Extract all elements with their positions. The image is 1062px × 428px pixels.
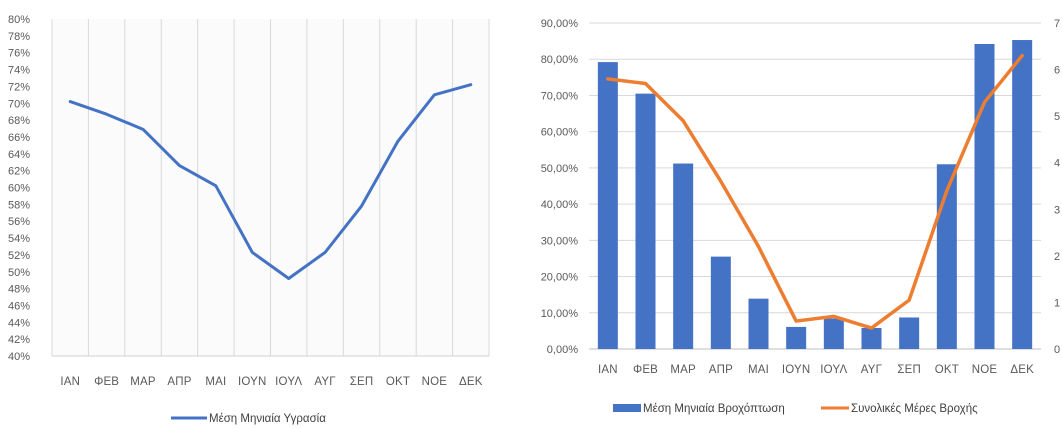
y-tick-label: 56% <box>8 216 30 228</box>
y-tick-label: 50,00% <box>541 163 579 175</box>
y-tick-label: 70,00% <box>541 90 579 102</box>
y-tick-label: 78% <box>8 31 30 43</box>
x-tick-label: ΙΟΥΝ <box>238 376 267 388</box>
x-tick-label: ΑΥΓ <box>861 364 883 376</box>
x-tick-label: ΟΚΤ <box>386 376 410 388</box>
y-tick-label: 60% <box>8 183 30 195</box>
y-tick-label: 52% <box>8 250 30 262</box>
rainfall-chart: 90,00%80,00%70,00%60,00%50,00%40,00%30,0… <box>541 18 1060 415</box>
y-tick-label: 40% <box>8 351 30 363</box>
bar <box>748 298 769 349</box>
y-tick-label: 20,00% <box>541 272 579 284</box>
y-tick-label: 90,00% <box>541 18 579 30</box>
x-tick-label: ΦΕΒ <box>94 376 119 388</box>
y2-tick-label: 3 <box>1054 204 1060 216</box>
y-tick-label: 58% <box>8 199 30 211</box>
y-tick-label: 30,00% <box>541 235 579 247</box>
x-tick-label: ΜΑΙ <box>748 364 769 376</box>
bar <box>635 93 656 349</box>
x-tick-label: ΑΥΓ <box>314 376 336 388</box>
x-tick-label: ΣΕΠ <box>350 376 374 388</box>
legend-swatch-rainfall <box>613 404 641 412</box>
y-tick-label: 54% <box>8 233 30 245</box>
x-tick-label: ΟΚΤ <box>935 364 959 376</box>
y-tick-label: 0,00% <box>547 344 578 356</box>
y-tick-label: 74% <box>8 65 30 77</box>
y-tick-label: 60,00% <box>541 127 579 139</box>
bar <box>673 163 694 349</box>
legend-label-rainfall: Μέση Μηνιαία Βροχόπτωση <box>643 403 785 415</box>
x-tick-label: ΙΑΝ <box>60 376 80 388</box>
y-tick-label: 68% <box>8 115 30 127</box>
x-tick-label: ΙΑΝ <box>598 364 618 376</box>
x-tick-label: ΙΟΥΝ <box>782 364 811 376</box>
y-tick-label: 80% <box>8 14 30 26</box>
y-tick-label: 70% <box>8 98 30 110</box>
y2-tick-label: 4 <box>1054 158 1060 170</box>
x-tick-label: ΝΟΕ <box>422 376 448 388</box>
x-tick-label: ΑΠΡ <box>709 364 733 376</box>
x-tick-label: ΙΟΥΛ <box>275 376 302 388</box>
y-tick-label: 10,00% <box>541 308 579 320</box>
bar <box>861 327 882 349</box>
y2-tick-label: 6 <box>1054 65 1060 77</box>
y2-tick-label: 5 <box>1054 111 1060 123</box>
humidity-chart: 80% 78% 76% 74% 72% 70% 68% 66% 64% 62% 60% 58% 56% 5… <box>8 14 490 425</box>
bar <box>1012 40 1033 349</box>
x-tick-label: ΦΕΒ <box>633 364 658 376</box>
y2-tick-label: 7 <box>1054 18 1060 30</box>
x-tick-label: ΣΕΠ <box>897 364 921 376</box>
y-tick-label: 42% <box>8 334 30 346</box>
x-tick-label: ΔΕΚ <box>1010 364 1034 376</box>
x-tick-label: ΜΑΡ <box>130 376 156 388</box>
bar <box>899 317 920 349</box>
bar <box>823 318 844 349</box>
y2-tick-label: 1 <box>1054 297 1060 309</box>
y-tick-label: 46% <box>8 300 30 312</box>
legend-label-humidity: Μέση Μηνιαία Υγρασία <box>209 413 326 425</box>
x-tick-label: ΙΟΥΛ <box>820 364 847 376</box>
y-tick-label: 62% <box>8 166 30 178</box>
y-tick-label: 66% <box>8 132 30 144</box>
x-tick-label: ΜΑΙ <box>205 376 226 388</box>
y-tick-label: 72% <box>8 81 30 93</box>
legend-label-rainy-days: Συνολικές Μέρες Βροχής <box>851 403 978 415</box>
x-tick-label: ΑΠΡ <box>167 376 191 388</box>
y-tick-label: 48% <box>8 284 30 296</box>
y2-tick-label: 2 <box>1054 251 1060 263</box>
y-tick-label: 44% <box>8 317 30 329</box>
y-tick-label: 80,00% <box>541 54 579 66</box>
bar <box>597 62 618 350</box>
y2-tick-label: 0 <box>1054 344 1060 356</box>
x-tick-label: ΝΟΕ <box>972 364 998 376</box>
bar <box>710 256 731 349</box>
y-tick-label: 76% <box>8 48 30 60</box>
x-tick-label: ΜΑΡ <box>670 364 696 376</box>
series-line-rainy-days <box>606 53 1024 330</box>
y-tick-label: 40,00% <box>541 199 579 211</box>
series-line-humidity <box>68 83 473 280</box>
bar <box>786 326 807 349</box>
y-tick-label: 64% <box>8 149 30 161</box>
y-tick-label: 50% <box>8 267 30 279</box>
x-tick-label: ΔΕΚ <box>459 376 483 388</box>
bar <box>974 44 995 350</box>
